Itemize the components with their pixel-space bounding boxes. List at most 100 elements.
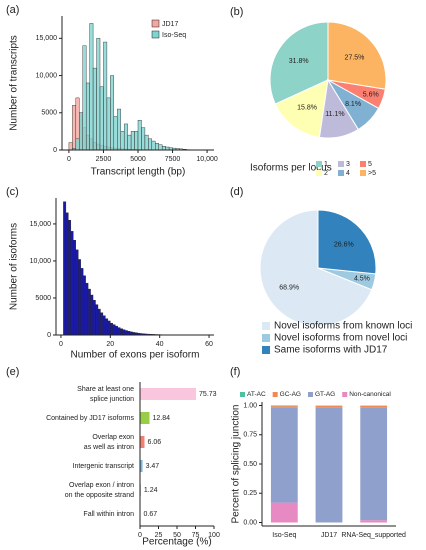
histogram-bar xyxy=(82,45,87,151)
x-tick-label: 20 xyxy=(106,341,114,348)
legend-swatch xyxy=(360,170,366,176)
legend-title: Isoforms per locus xyxy=(250,163,332,174)
histogram-bar xyxy=(97,308,101,336)
x-axis-label: Percentage (%) xyxy=(142,537,211,548)
legend-swatch xyxy=(316,161,322,167)
histogram-bar xyxy=(68,220,72,336)
histogram-bar xyxy=(106,97,111,151)
legend-swatch xyxy=(360,161,366,167)
legend-swatch xyxy=(262,322,270,330)
legend-label: >5 xyxy=(368,170,376,177)
histogram-bar xyxy=(130,131,135,151)
histogram-bar xyxy=(70,231,74,336)
histogram-bar xyxy=(90,294,94,336)
bar-segment xyxy=(360,520,388,523)
y-tick-label: 0.75 xyxy=(243,432,257,439)
category-label: Share at least one xyxy=(77,386,134,393)
bar-segment xyxy=(270,407,298,503)
histogram-bar xyxy=(151,140,156,151)
histogram-bar xyxy=(144,134,149,151)
y-tick-label: 0.50 xyxy=(243,461,257,468)
x-tick-label: 5000 xyxy=(130,156,146,163)
histogram-bar xyxy=(119,328,123,336)
histogram-bar xyxy=(95,304,99,336)
histogram-bar xyxy=(82,275,86,336)
histogram-bar xyxy=(112,324,116,336)
histogram-bar xyxy=(155,143,159,151)
legend-label: Novel isoforms from novel loci xyxy=(274,333,407,344)
y-tick-label: 15,000 xyxy=(36,35,58,42)
histogram-bar xyxy=(87,288,91,336)
panel-letter: (a) xyxy=(6,4,19,16)
y-axis-label: Percent of splicing junction xyxy=(231,405,242,524)
histogram-bar xyxy=(105,318,109,336)
histogram-bar xyxy=(113,116,118,151)
histogram-bar xyxy=(134,131,139,151)
legend-swatch xyxy=(151,19,160,28)
legend-label: Iso-Seq xyxy=(162,32,186,39)
x-tick-label: 0 xyxy=(67,156,71,163)
legend-label: 4 xyxy=(346,170,350,177)
histogram-bar xyxy=(110,75,115,151)
histogram-bar xyxy=(65,212,69,336)
slice-label: 26.6% xyxy=(334,242,354,249)
y-tick-label: 0 xyxy=(53,147,57,154)
slice-label: 8.1% xyxy=(345,101,361,108)
histogram-bar xyxy=(80,268,84,336)
panel-letter: (d) xyxy=(230,186,243,198)
y-tick-label: 0 xyxy=(47,332,51,339)
legend-swatch xyxy=(338,161,344,167)
y-tick-label: 0.25 xyxy=(243,490,257,497)
x-tick-label: 0 xyxy=(138,532,142,539)
histogram-bar xyxy=(85,82,90,151)
histogram-bar xyxy=(96,38,101,151)
histogram-bar xyxy=(158,144,163,151)
slice-label: 68.9% xyxy=(279,284,299,291)
x-tick-label: 100 xyxy=(208,532,220,539)
value-label: 6.06 xyxy=(147,439,161,446)
slice-label: 15.8% xyxy=(297,105,317,112)
y-tick-label: 5000 xyxy=(35,295,51,302)
x-tick-label: 60 xyxy=(205,341,213,348)
histogram-bar xyxy=(141,127,146,151)
legend-label: 3 xyxy=(346,161,350,168)
x-axis-label: Transcript length (bp) xyxy=(91,167,186,178)
category-label: on the opposite strand xyxy=(65,492,134,499)
histogram-bar xyxy=(68,142,73,151)
bar-segment xyxy=(270,406,298,408)
x-tick-label: 7500 xyxy=(165,156,181,163)
legend-swatch xyxy=(272,392,278,397)
bar-segment xyxy=(315,405,343,408)
x-axis-label: Number of exons per isoform xyxy=(71,350,200,361)
category-label: splice junction xyxy=(90,396,134,403)
legend-swatch xyxy=(342,392,348,397)
bar-segment xyxy=(360,405,388,408)
histogram-bar xyxy=(103,41,108,151)
histogram-bar xyxy=(127,331,131,336)
bar-segment xyxy=(270,405,298,407)
x-tick-label: 75 xyxy=(192,532,200,539)
x-tick-label: 25 xyxy=(155,532,163,539)
value-label: 12.84 xyxy=(153,415,171,422)
panel-letter: (e) xyxy=(6,366,19,378)
legend-label: 2 xyxy=(324,170,328,177)
legend-swatch xyxy=(151,30,160,39)
slice-label: 31.8% xyxy=(289,58,309,65)
legend-label: JD17 xyxy=(162,21,178,28)
y-tick-label: 10,000 xyxy=(30,258,52,265)
y-tick-label: 1.00 xyxy=(243,402,257,409)
slice-label: 4.5% xyxy=(354,276,370,283)
panel-letter: (b) xyxy=(230,6,243,18)
category-label: as well as intron xyxy=(84,444,134,451)
histogram-bar xyxy=(75,138,80,151)
legend-label: Non-canonical xyxy=(349,391,391,398)
histogram-bar xyxy=(99,86,104,151)
histogram-bar xyxy=(122,329,126,336)
histogram-bar xyxy=(115,325,118,336)
histogram-bar xyxy=(127,134,132,151)
bar xyxy=(140,388,197,400)
x-tick-label: 50 xyxy=(173,532,181,539)
histogram-bar xyxy=(63,201,67,336)
value-label: 0.67 xyxy=(143,511,157,518)
